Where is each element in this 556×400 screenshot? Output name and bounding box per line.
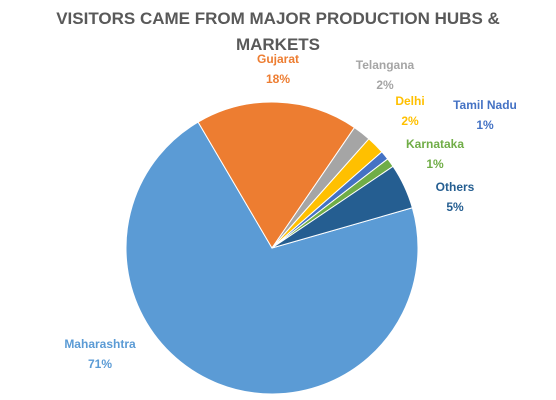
value-label: 1% [426, 157, 444, 171]
value-label: 2% [376, 78, 394, 92]
value-label: 18% [266, 72, 290, 86]
category-label: Karnataka [406, 137, 464, 151]
category-label: Delhi [395, 94, 424, 108]
value-label: 2% [401, 114, 419, 128]
category-label: Maharashtra [64, 337, 136, 351]
category-label: Gujarat [257, 52, 299, 66]
chart-title: VISITORS CAME FROM MAJOR PRODUCTION HUBS… [56, 9, 500, 54]
value-label: 5% [446, 200, 464, 214]
pie-slice [271, 165, 413, 249]
pie-slice [125, 121, 419, 395]
pie-slice [197, 101, 356, 249]
value-label: 71% [88, 357, 112, 371]
value-label: 1% [476, 118, 494, 132]
category-label: Others [436, 180, 475, 194]
category-label: Telangana [356, 58, 415, 72]
category-label: Tamil Nadu [453, 98, 517, 112]
